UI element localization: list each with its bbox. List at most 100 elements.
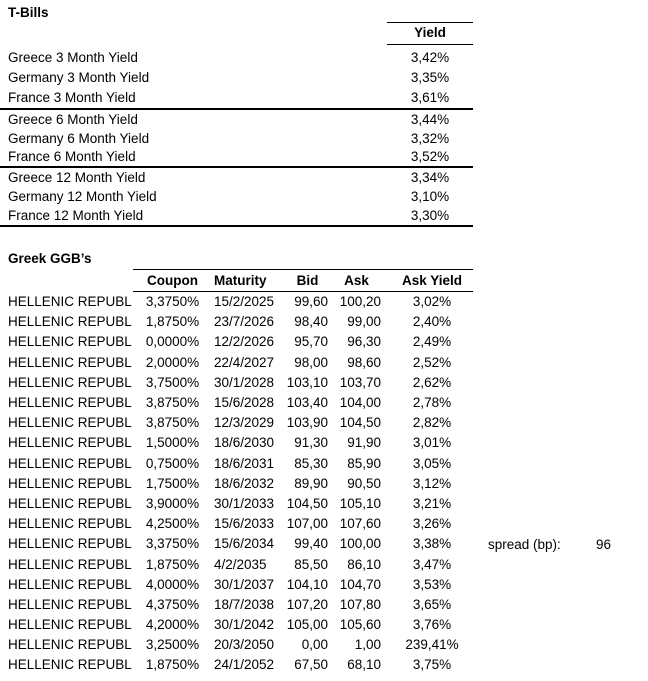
- ggb-ask-yield-cell: 2,40%: [412, 314, 452, 330]
- ggb-coupon-cell: 3,7500%: [145, 374, 200, 390]
- tbills-group-1: Greece 3 Month Yield 3,42% Germany 3 Month…: [0, 45, 473, 110]
- ggb-bid-cell: 103,40: [286, 395, 328, 411]
- ggb-maturity-cell: 30/1/2042: [214, 617, 275, 633]
- ggb-ask-yield-cell: 3,21%: [412, 495, 452, 511]
- ggb-ask-cell: 1,00: [354, 637, 381, 653]
- ggb-issuer-cell: HELLENIC REPUBLI: [8, 637, 133, 653]
- ggb-ask-yield-cell: 3,47%: [412, 556, 452, 572]
- ggb-ask-yield-cell: 3,01%: [412, 435, 452, 451]
- ggb-bond-row: HELLENIC REPUBLI 1,8750% 23/7/2026 98,40 99,…: [0, 312, 473, 332]
- tbill-row: Germany 12 Month Yield 3,10%: [0, 187, 473, 206]
- ggb-ask-cell: 98,60: [347, 354, 381, 370]
- ggb-column-header-ask-yield: Ask Yield: [401, 272, 463, 288]
- ggb-bond-row: HELLENIC REPUBLI 4,2500% 15/6/2033 107,00 10…: [0, 514, 473, 534]
- tbill-label: Greece 6 Month Yield: [8, 111, 138, 127]
- ggb-ask-yield-cell: 2,62%: [412, 374, 452, 390]
- ggb-ask-yield-cell: 3,38%: [412, 536, 452, 552]
- ggb-issuer-cell: HELLENIC REPUBLI: [8, 435, 133, 451]
- tbills-table: Greece 3 Month Yield 3,42% Germany 3 Month…: [0, 45, 473, 228]
- spread-value: 96: [595, 536, 611, 552]
- ggb-bid-cell: 103,90: [286, 415, 328, 431]
- ggb-issuer-cell: HELLENIC REPUBLI: [8, 415, 133, 431]
- ggb-ask-cell: 86,10: [347, 556, 381, 572]
- ggb-coupon-cell: 0,7500%: [145, 455, 200, 471]
- tbill-yield-value: 3,34%: [410, 170, 450, 186]
- ggb-ask-yield-cell: 3,53%: [412, 576, 452, 592]
- ggb-issuer-cell: HELLENIC REPUBLI: [8, 576, 133, 592]
- ggb-ask-yield-cell: 239,41%: [405, 637, 459, 653]
- tbill-label: Germany 12 Month Yield: [8, 189, 157, 205]
- tbills-group-2: Greece 6 Month Yield 3,44% Germany 6 Month…: [0, 110, 473, 169]
- ggb-bid-cell: 67,50: [294, 657, 328, 673]
- ggb-ask-cell: 105,60: [339, 617, 381, 633]
- tbills-group-3: Greece 12 Month Yield 3,34% Germany 12 Mon…: [0, 168, 473, 228]
- ggb-ask-yield-cell: 2,82%: [412, 415, 452, 431]
- ggb-issuer-cell: HELLENIC REPUBLI: [8, 617, 133, 633]
- ggb-bid-cell: 89,90: [294, 475, 328, 491]
- ggb-maturity-cell: 4/2/2035: [214, 556, 267, 572]
- ggb-issuer-cell: HELLENIC REPUBLI: [8, 596, 133, 612]
- ggb-bid-cell: 99,40: [294, 536, 328, 552]
- ggb-maturity-cell: 18/6/2030: [214, 435, 275, 451]
- ggb-bond-row: HELLENIC REPUBLI 0,7500% 18/6/2031 85,30 85,…: [0, 453, 473, 473]
- ggb-bond-row: HELLENIC REPUBLI 1,8750% 4/2/2035 85,50 86,1…: [0, 554, 473, 574]
- ggb-ask-cell: 103,70: [339, 374, 381, 390]
- ggb-bond-row: HELLENIC REPUBLI 1,5000% 18/6/2030 91,30 91,…: [0, 433, 473, 453]
- ggb-bid-cell: 85,30: [294, 455, 328, 471]
- ggb-ask-cell: 96,30: [347, 334, 381, 350]
- tbills-yield-column-header: Yield: [387, 22, 473, 45]
- tbill-yield-value: 3,30%: [410, 208, 450, 224]
- ggb-bid-cell: 99,60: [294, 294, 328, 310]
- ggb-coupon-cell: 3,3750%: [145, 294, 200, 310]
- ggb-issuer-cell: HELLENIC REPUBLI: [8, 556, 133, 572]
- ggb-issuer-cell: HELLENIC REPUBLI: [8, 395, 133, 411]
- ggb-maturity-cell: 15/2/2025: [214, 294, 275, 310]
- tbill-row: Greece 6 Month Yield 3,44%: [0, 110, 473, 129]
- ggb-maturity-cell: 18/6/2031: [214, 455, 275, 471]
- ggb-coupon-cell: 3,9000%: [145, 495, 200, 511]
- ggb-ask-cell: 68,10: [347, 657, 381, 673]
- ggb-table-body: HELLENIC REPUBLI 3,3750% 15/2/2025 99,60 100…: [0, 292, 473, 676]
- ggb-coupon-cell: 3,8750%: [145, 415, 200, 431]
- ggb-table: Coupon Maturity Bid Ask Ask Yield HELLENIC R…: [0, 269, 473, 675]
- tbill-yield-value: 3,35%: [410, 70, 450, 86]
- tbill-label: Greece 3 Month Yield: [8, 50, 138, 66]
- ggb-bond-row: HELLENIC REPUBLI 1,7500% 18/6/2032 89,90 90,…: [0, 473, 473, 493]
- ggb-bid-cell: 103,10: [286, 374, 328, 390]
- ggb-column-header-ask: Ask: [344, 272, 369, 288]
- tbill-label: France 6 Month Yield: [8, 149, 136, 165]
- ggb-ask-yield-cell: 3,75%: [412, 657, 452, 673]
- ggb-ask-cell: 100,00: [339, 536, 381, 552]
- ggb-issuer-cell: HELLENIC REPUBLI: [8, 334, 133, 350]
- ggb-bond-row: HELLENIC REPUBLI 3,3750% 15/6/2034 99,40 100…: [0, 534, 473, 554]
- ggb-column-header-maturity: Maturity: [214, 272, 267, 288]
- ggb-ask-cell: 90,50: [347, 475, 381, 491]
- ggb-maturity-cell: 22/4/2027: [214, 354, 275, 370]
- tbill-row: Germany 3 Month Yield 3,35%: [0, 68, 473, 88]
- spread-annotation: spread (bp): 96: [488, 534, 611, 554]
- ggb-bid-cell: 104,10: [286, 576, 328, 592]
- ggb-ask-cell: 100,20: [339, 294, 381, 310]
- ggb-coupon-cell: 1,7500%: [145, 475, 200, 491]
- ggb-maturity-cell: 15/6/2033: [214, 516, 275, 532]
- ggb-maturity-cell: 30/1/2037: [214, 576, 275, 592]
- ggb-bond-row: HELLENIC REPUBLI 1,8750% 24/1/2052 67,50 68,…: [0, 655, 473, 675]
- ggb-ask-cell: 107,80: [339, 596, 381, 612]
- ggb-column-header-coupon: Coupon: [147, 272, 198, 288]
- ggb-bond-row: HELLENIC REPUBLI 0,0000% 12/2/2026 95,70 96,…: [0, 332, 473, 352]
- ggb-bond-row: HELLENIC REPUBLI 4,0000% 30/1/2037 104,10 10…: [0, 574, 473, 594]
- ggb-ask-yield-cell: 2,78%: [412, 395, 452, 411]
- ggb-bid-cell: 0,00: [301, 637, 328, 653]
- tbill-row: France 6 Month Yield 3,52%: [0, 147, 473, 166]
- ggb-coupon-cell: 3,8750%: [145, 395, 200, 411]
- ggb-maturity-cell: 15/6/2028: [214, 395, 275, 411]
- tbill-label: Greece 12 Month Yield: [8, 170, 146, 186]
- ggb-section-title: Greek GGB’s: [8, 251, 92, 266]
- ggb-bid-cell: 91,30: [294, 435, 328, 451]
- ggb-issuer-cell: HELLENIC REPUBLI: [8, 536, 133, 552]
- ggb-bond-row: HELLENIC REPUBLI 3,9000% 30/1/2033 104,50 10…: [0, 493, 473, 513]
- ggb-ask-yield-cell: 3,65%: [412, 596, 452, 612]
- ggb-ask-yield-cell: 2,49%: [412, 334, 452, 350]
- ggb-bond-row: HELLENIC REPUBLI 4,3750% 18/7/2038 107,20 10…: [0, 594, 473, 614]
- ggb-bid-cell: 107,00: [286, 516, 328, 532]
